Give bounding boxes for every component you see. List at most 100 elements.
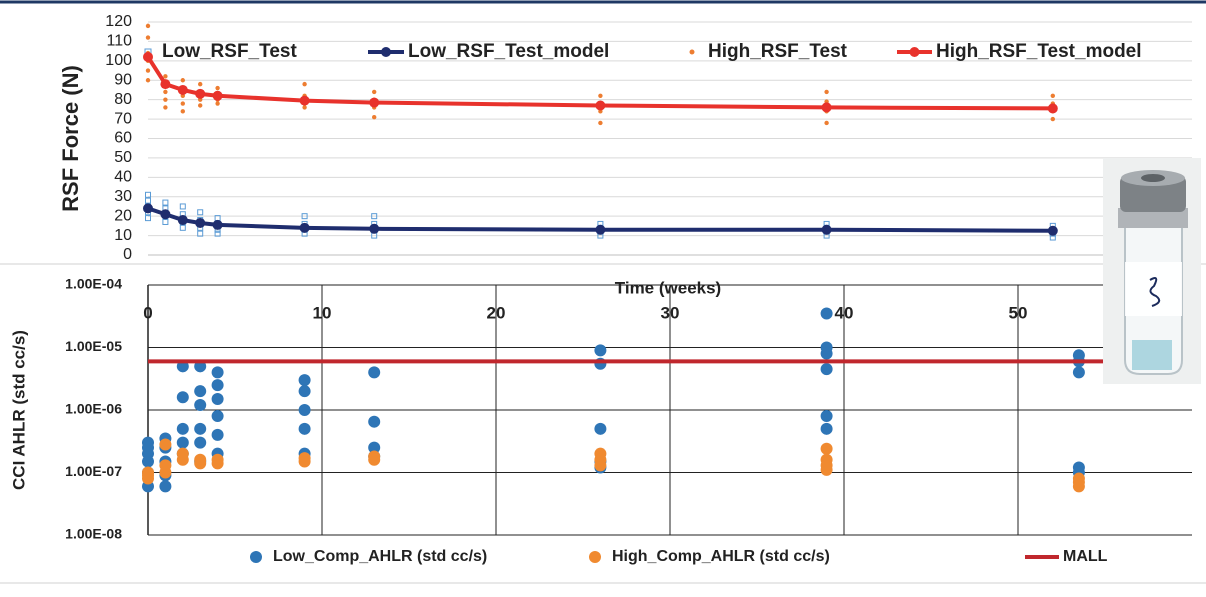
legend-label: High_RSF_Test [708, 41, 848, 62]
marker [598, 93, 603, 98]
marker [820, 410, 833, 423]
marker [215, 101, 220, 106]
marker [212, 219, 223, 230]
marker [145, 23, 151, 29]
marker [179, 203, 186, 210]
marker [820, 463, 833, 476]
marker [177, 84, 188, 95]
marker [368, 366, 381, 379]
marker [368, 453, 381, 466]
marker [179, 224, 186, 231]
marker [821, 102, 832, 113]
y-tick-label: 30 [114, 188, 132, 205]
marker [298, 422, 311, 435]
marker [1072, 366, 1085, 379]
y-tick-label: 50 [114, 149, 132, 166]
marker [194, 422, 207, 435]
marker [198, 81, 203, 87]
y-tick-label: 20 [114, 207, 132, 224]
marker [195, 88, 206, 99]
legend-label: Low_Comp_AHLR (std cc/s) [273, 548, 487, 565]
marker [595, 100, 606, 111]
marker [145, 197, 151, 204]
series-line [146, 55, 1053, 111]
marker [142, 455, 154, 468]
y-tick-label: 1.00E-08 [65, 526, 122, 542]
marker [299, 222, 310, 233]
marker [176, 422, 189, 435]
marker [162, 218, 169, 225]
marker [194, 457, 207, 470]
marker [197, 230, 204, 237]
y-tick-label: 1.00E-07 [65, 463, 122, 479]
y-tick-label: 80 [114, 91, 132, 108]
legend-label: MALL [1063, 548, 1108, 565]
marker [820, 307, 833, 320]
marker [211, 392, 224, 405]
y-tick-label: 100 [105, 52, 132, 69]
marker [145, 78, 151, 83]
legend-swatch [250, 551, 262, 563]
marker [372, 114, 377, 120]
marker [194, 436, 207, 449]
marker [1050, 93, 1056, 98]
marker [1050, 116, 1056, 122]
marker [821, 224, 832, 235]
marker [163, 89, 168, 95]
marker [595, 224, 606, 235]
marker [211, 366, 224, 379]
marker [163, 105, 168, 110]
marker [163, 74, 168, 79]
y-tick-label: 1.00E-06 [65, 401, 122, 417]
marker [594, 344, 607, 357]
marker [177, 215, 188, 226]
marker [1072, 480, 1085, 493]
marker [368, 441, 381, 454]
y-tick-label: 120 [105, 13, 132, 30]
marker [195, 217, 206, 228]
marker [1047, 225, 1058, 236]
legend-label: Low_RSF_Test_model [408, 41, 609, 62]
marker [371, 213, 378, 220]
marker [176, 453, 189, 466]
marker [159, 438, 172, 451]
marker [299, 95, 310, 106]
marker [212, 90, 223, 101]
marker [163, 97, 168, 102]
series-line [147, 206, 1053, 233]
marker [143, 51, 153, 62]
marker [301, 213, 308, 220]
legend-label: High_RSF_Test_model [936, 41, 1142, 62]
marker [159, 466, 172, 479]
legend-label: Low_RSF_Test [162, 41, 297, 62]
marker [160, 209, 171, 220]
y-tick-label: 0 [123, 246, 132, 263]
marker [594, 459, 607, 472]
marker [160, 79, 171, 90]
y-tick-label: 110 [106, 33, 132, 50]
marker [145, 191, 151, 198]
marker [594, 422, 607, 435]
marker [142, 472, 154, 485]
x-axis-title: Time (weeks) [615, 278, 721, 297]
marker [180, 101, 185, 106]
marker [145, 215, 151, 222]
marker [368, 415, 381, 428]
y-tick-label: 10 [114, 227, 132, 244]
legend-swatch [689, 49, 695, 55]
marker [298, 455, 311, 468]
marker [194, 399, 207, 412]
marker [176, 391, 189, 404]
marker [198, 103, 203, 108]
marker [180, 78, 185, 83]
y-axis-title: CCI AHLR (std cc/s) [9, 330, 28, 490]
marker [145, 68, 151, 73]
marker [194, 385, 207, 398]
marker [176, 436, 189, 449]
marker [211, 379, 224, 392]
marker [372, 89, 377, 95]
legend-swatch [589, 551, 601, 563]
y-tick-label: 1.00E-05 [65, 338, 122, 354]
y-tick-label: 1.00E-04 [65, 276, 122, 292]
marker [820, 442, 833, 455]
